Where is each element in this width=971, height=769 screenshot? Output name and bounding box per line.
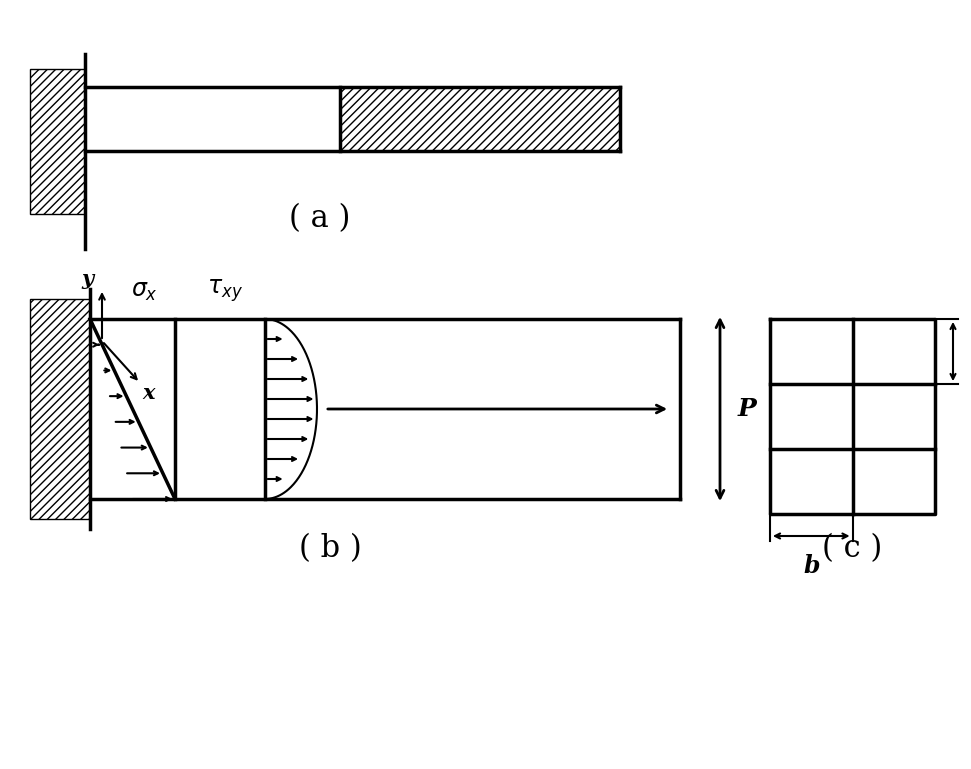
Text: $\sigma_x$: $\sigma_x$ [131,279,158,303]
Bar [30,69,85,214]
Text: ( a ): ( a ) [289,204,351,235]
Text: ( b ): ( b ) [299,534,361,564]
Bar [30,299,90,519]
Text: P: P [738,397,756,421]
Text: ( c ): ( c ) [822,534,883,564]
Text: x: x [143,383,155,403]
Text: b: b [803,554,820,578]
Text: y: y [81,269,93,289]
Bar [340,87,620,151]
Text: $\tau_{xy}$: $\tau_{xy}$ [207,278,243,305]
